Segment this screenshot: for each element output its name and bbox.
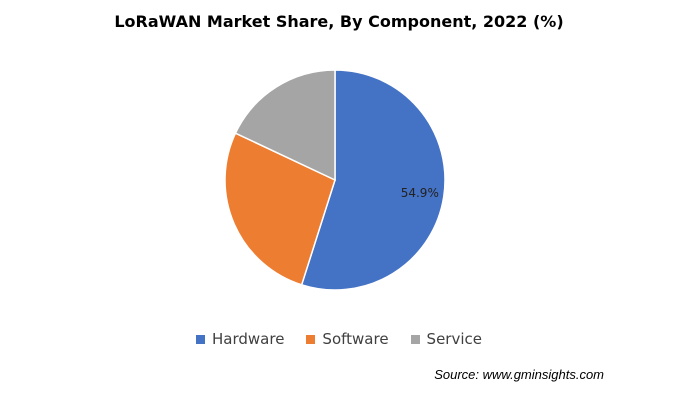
chart-title: LoRaWAN Market Share, By Component, 2022… <box>114 12 564 31</box>
pie-slice-service <box>234 69 336 182</box>
data-label-hardware: 54.9% <box>401 186 439 200</box>
pie-slice-software <box>224 132 336 286</box>
legend-label-software: Software <box>322 330 389 348</box>
legend-swatch-software <box>306 334 316 344</box>
legend-item-hardware: Hardware <box>196 330 284 348</box>
chart-legend: Hardware Software Service <box>0 330 678 348</box>
legend-label-hardware: Hardware <box>212 330 285 348</box>
legend-label-service: Service <box>426 330 482 348</box>
legend-swatch-service <box>410 334 420 344</box>
legend-swatch-hardware <box>196 334 205 344</box>
pie-slice-hardware <box>300 69 446 291</box>
source-note: Source: www.gminsights.com <box>434 367 604 382</box>
legend-item-software: Software <box>306 330 389 348</box>
legend-item-service: Service <box>410 330 482 348</box>
